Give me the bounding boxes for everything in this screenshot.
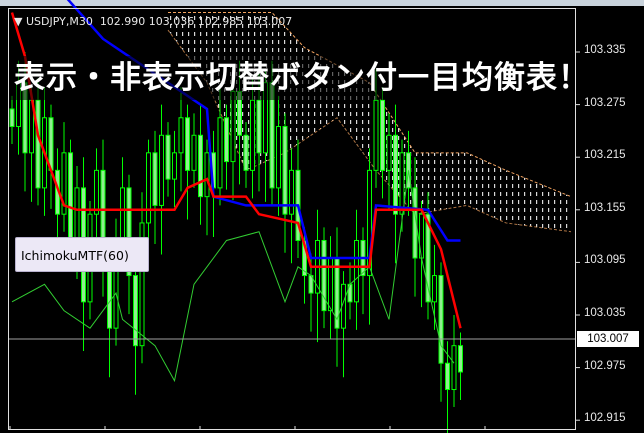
candle-body (178, 117, 184, 154)
price-axis-label: 103.095 (584, 254, 626, 267)
collapse-triangle-icon[interactable]: ▼ (14, 15, 26, 28)
candle-body (191, 134, 197, 171)
candle-body (172, 152, 177, 180)
candle-body (354, 239, 359, 303)
price-axis-label: 102.915 (584, 412, 626, 425)
candle-body (9, 108, 15, 128)
price-axis-label: 103.155 (584, 201, 626, 214)
candle-body (133, 275, 138, 347)
candle-body (276, 126, 281, 189)
candle-body (126, 187, 132, 277)
symbol-name: USDJPY,M30 (25, 15, 93, 28)
candle-body (432, 275, 437, 303)
candle-body (159, 134, 164, 206)
candle-body (230, 90, 236, 163)
candle-body (399, 152, 405, 215)
candle-body (146, 152, 151, 224)
candle-body (373, 99, 379, 171)
axis-ticks (9, 51, 580, 430)
ichimoku-toggle-button[interactable]: IchimokuMTF(60) (15, 237, 149, 272)
senkou-span-a (168, 12, 572, 198)
candle-body (35, 99, 41, 189)
candle-body (367, 169, 372, 277)
price-axis-label: 102.975 (584, 359, 626, 372)
candle-body (256, 99, 262, 154)
candle-body (445, 362, 450, 391)
candle-body (321, 239, 327, 312)
candle-body (412, 187, 418, 259)
chikou-span-line (11, 170, 455, 383)
candle-body (438, 275, 444, 364)
candle-body (380, 99, 385, 171)
price-axis-label: 103.275 (584, 96, 626, 109)
candle-body (282, 126, 288, 215)
candle-body (204, 152, 210, 198)
price-axis-label: 103.035 (584, 307, 626, 319)
chart-frame (8, 8, 576, 430)
candle-body (94, 169, 99, 215)
candle-body (425, 213, 431, 303)
candle-body (68, 152, 73, 241)
candle-body (74, 187, 80, 241)
symbol-info: ▼ USDJPY,M30 102.990 103.036 102.985 103… (14, 15, 292, 28)
price-axis-label: 103.215 (584, 149, 626, 162)
candle-body (393, 134, 398, 215)
current-price-label: 103.007 (577, 331, 639, 347)
tenkan-sen-line (10, 12, 462, 329)
candle-body (217, 117, 223, 189)
candle-body (250, 99, 255, 171)
candle-body (243, 134, 249, 171)
ohlc-values: 102.990 103.036 102.985 103.007 (99, 15, 293, 28)
candle-body (48, 117, 54, 171)
candle-body (198, 134, 203, 198)
window-top-border (0, 0, 644, 6)
candle-body (224, 117, 229, 163)
candle-body (165, 134, 171, 180)
candle-body (458, 345, 463, 373)
title-banner: 表示・非表示切替ボタン付一目均衡表！ (10, 56, 589, 100)
candle-body (120, 187, 125, 241)
candle-body (386, 134, 392, 171)
candle-body (451, 345, 457, 391)
price-axis-label: 103.335 (584, 44, 626, 56)
candle-body (61, 152, 67, 215)
candle-body (139, 222, 145, 347)
candle-body (289, 169, 294, 215)
senkou-span-b (167, 29, 572, 233)
candle-body (185, 117, 190, 171)
candle-body (152, 152, 158, 206)
